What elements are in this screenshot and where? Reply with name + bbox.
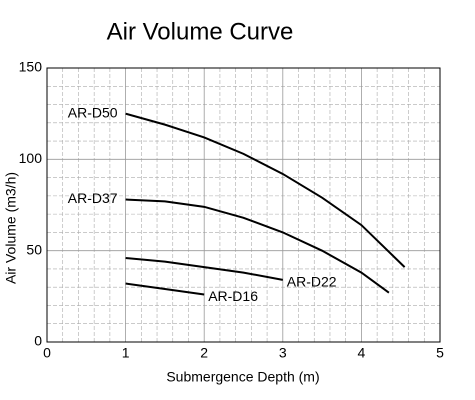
y-tick-label: 0	[34, 333, 42, 349]
x-tick-label: 5	[436, 345, 444, 361]
y-axis-label: Air Volume (m3/h)	[3, 172, 19, 284]
series-label: AR-D22	[287, 274, 337, 290]
x-tick-label: 0	[43, 345, 51, 361]
x-axis-label: Submergence Depth (m)	[166, 369, 319, 385]
x-tick-label: 4	[358, 345, 366, 361]
series-line	[125, 256, 283, 281]
y-tick-label: 100	[19, 150, 43, 166]
y-tick-label: 150	[19, 59, 43, 75]
series-line	[125, 282, 205, 296]
x-tick-label: 3	[279, 345, 287, 361]
series-line	[125, 198, 390, 294]
chart-title: Air Volume Curve	[107, 18, 294, 45]
plot-border	[46, 67, 441, 343]
y-tick-label: 50	[26, 241, 42, 257]
x-tick-label: 1	[122, 345, 130, 361]
series-label: AR-D37	[68, 190, 118, 206]
x-tick-label: 2	[200, 345, 208, 361]
series-label: AR-D50	[68, 104, 118, 120]
series-line	[125, 112, 406, 268]
series-label: AR-D16	[208, 288, 258, 304]
